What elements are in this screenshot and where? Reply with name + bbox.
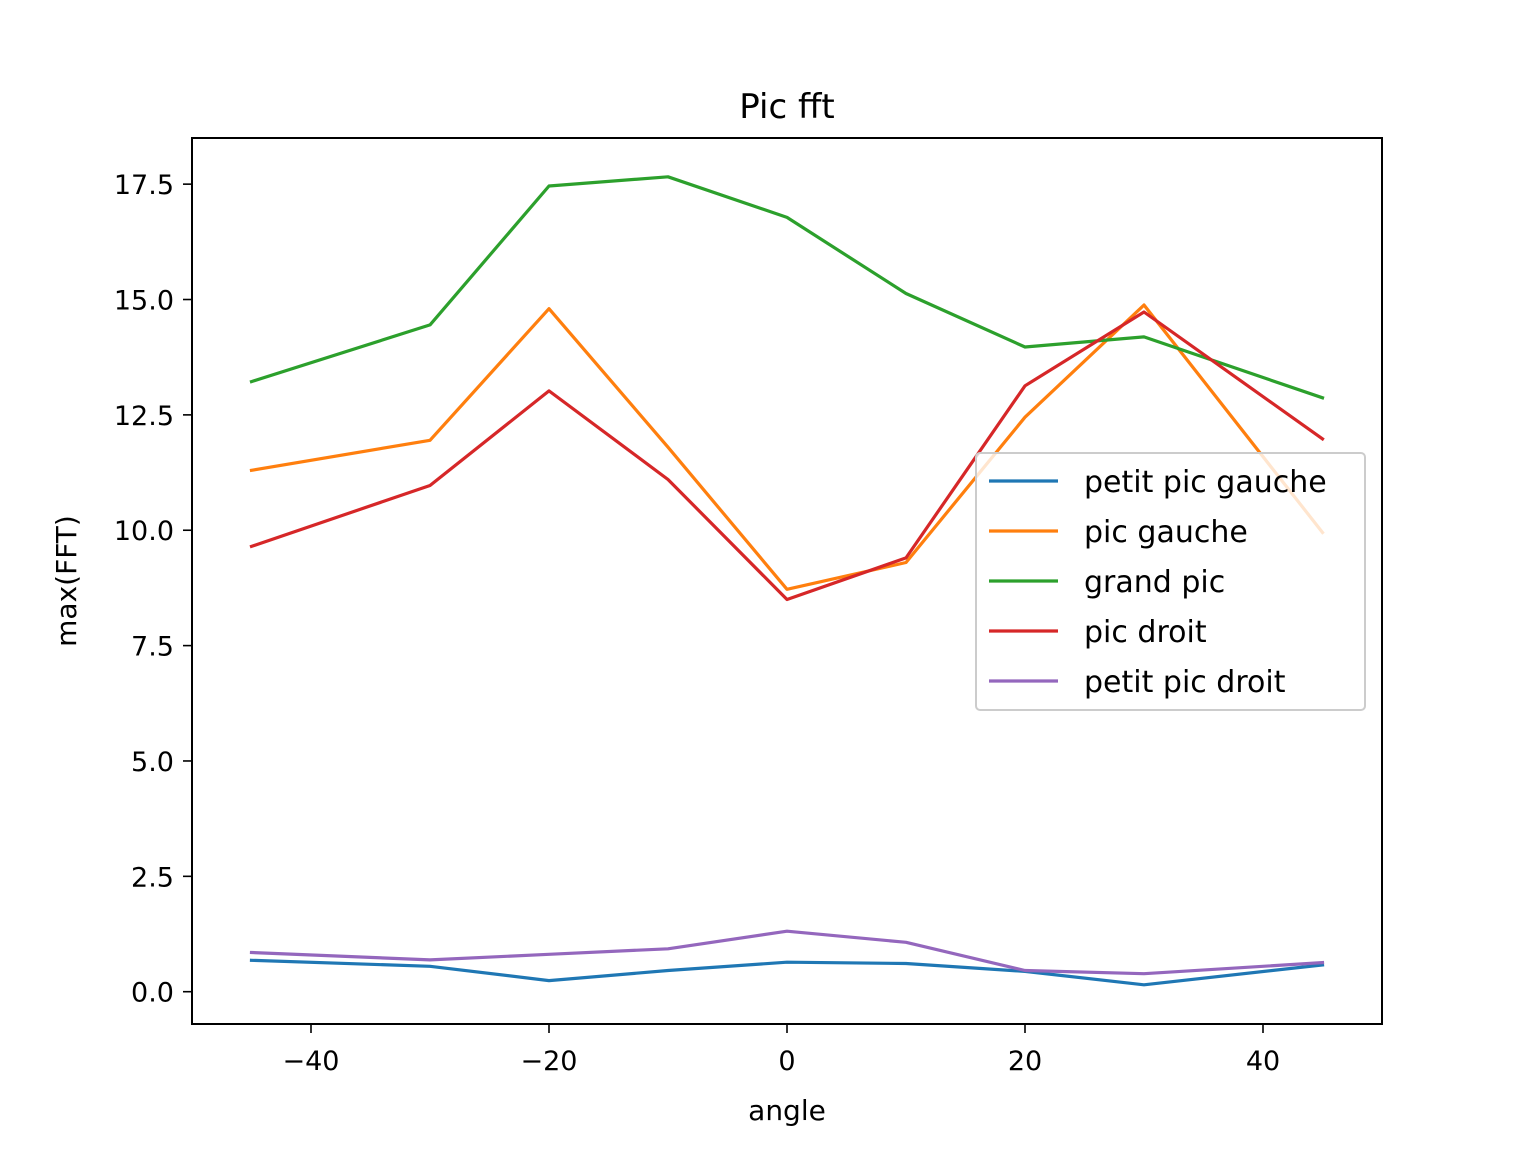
series-line-2: [249, 175, 1325, 400]
x-axis-label: angle: [748, 1094, 826, 1127]
x-tick-label: 20: [1008, 1046, 1042, 1077]
x-tick-label: 40: [1246, 1046, 1280, 1077]
legend-label-4: petit pic droit: [1084, 665, 1286, 700]
series-line-1: [249, 303, 1325, 591]
chart-title: Pic fft: [739, 87, 834, 127]
y-tick-label: 10.0: [114, 516, 174, 547]
y-axis-label: max(FFT): [50, 515, 83, 647]
legend: petit pic gauche pic gauche grand pic pic d…: [975, 452, 1366, 711]
y-tick-label: 17.5: [114, 170, 174, 201]
x-tick-label: 0: [778, 1046, 795, 1077]
y-tick-label: 12.5: [114, 401, 174, 432]
series-line-3: [249, 310, 1325, 602]
y-tick-label: 5.0: [131, 747, 174, 778]
y-tick-label: 0.0: [131, 978, 174, 1009]
series-line-0: [249, 958, 1325, 987]
x-axis-ticks: −40 −20 0 20 40: [283, 1024, 1280, 1077]
y-tick-label: 7.5: [131, 632, 174, 663]
legend-label-0: petit pic gauche: [1084, 465, 1327, 500]
legend-label-1: pic gauche: [1084, 515, 1248, 550]
legend-box: [975, 452, 1366, 711]
y-tick-label: 2.5: [131, 862, 174, 893]
y-axis-ticks: 0.0 2.5 5.0 7.5 10.0 12.5 15.0 17.5: [114, 170, 192, 1009]
y-tick-label: 15.0: [114, 286, 174, 317]
legend-label-2: grand pic: [1084, 565, 1225, 600]
x-tick-label: −40: [283, 1046, 340, 1077]
plot-lines: [249, 175, 1325, 987]
series-line-4: [249, 929, 1325, 976]
legend-label-3: pic droit: [1084, 615, 1207, 650]
x-tick-label: −20: [521, 1046, 578, 1077]
